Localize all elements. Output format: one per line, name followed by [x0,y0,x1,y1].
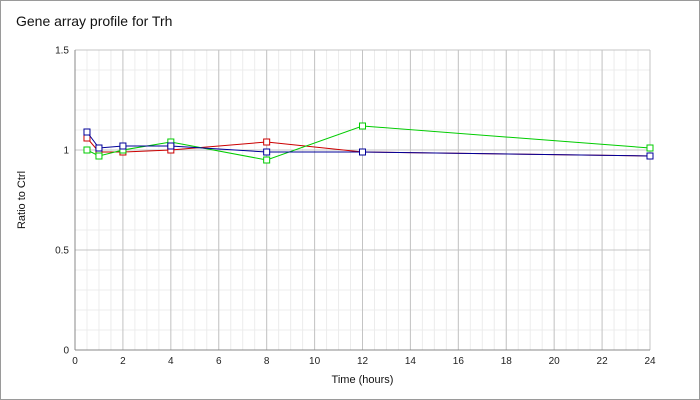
data-point [359,148,366,156]
x-axis-label: Time (hours) [332,374,394,386]
data-point [83,128,91,136]
axes [74,50,650,351]
data-point [263,138,271,146]
data-point [83,146,91,154]
x-tick-label: 0 [72,356,78,367]
x-tick-label: 14 [405,356,417,367]
data-point [95,144,103,152]
data-point [359,122,366,130]
x-tick-label: 10 [309,356,321,367]
x-tick-label: 6 [216,356,222,367]
series-2 [83,122,654,164]
x-tick-label: 4 [168,356,174,367]
data-series [83,122,654,164]
data-point [263,156,271,164]
data-point [646,144,654,152]
data-point [263,148,271,156]
y-tick-label: 1 [63,146,69,157]
data-point [646,152,654,160]
y-tick-label: 0 [63,346,69,357]
y-tick-label: 0.5 [55,246,69,257]
series-3 [83,128,654,160]
y-axis-label: Ratio to Ctrl [16,171,28,229]
x-tick-label: 2 [120,356,126,367]
data-point [83,134,91,142]
data-point [119,142,127,150]
x-tick-label: 12 [357,356,369,367]
x-tick-label: 22 [597,356,609,367]
x-tick-label: 16 [453,356,465,367]
y-tick-label: 1.5 [55,46,69,57]
x-tick-label: 8 [264,356,270,367]
data-point [167,142,175,150]
x-tick-label: 18 [501,356,513,367]
data-point [95,152,103,160]
chart-title: Gene array profile for Trh [16,13,173,29]
x-tick-label: 24 [644,356,656,367]
x-tick-label: 20 [549,356,561,367]
